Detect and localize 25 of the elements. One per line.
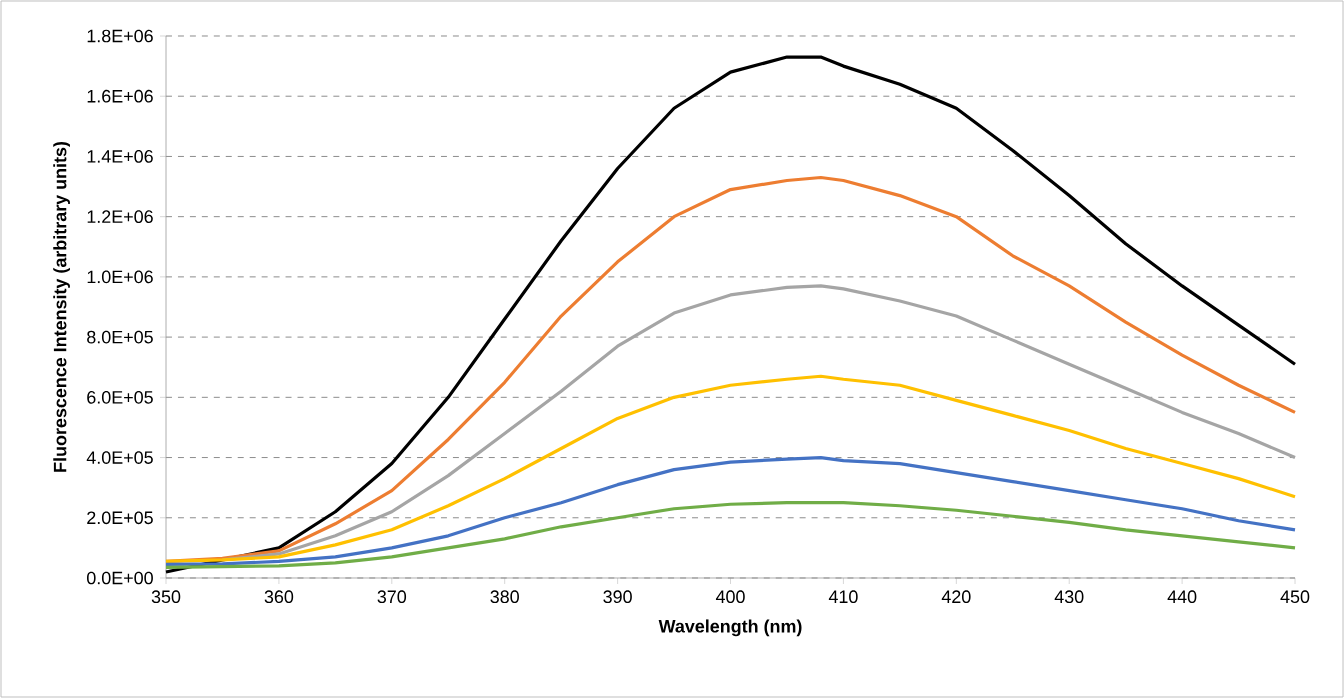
line-series xyxy=(164,374,1297,564)
y-tick-label: 6.0E+05 xyxy=(87,390,153,404)
x-tick-label: 410 xyxy=(828,590,858,604)
x-tick-label: 400 xyxy=(715,590,745,604)
y-axis-title: Fluorescence Intensity (arbitrary units) xyxy=(53,141,70,472)
x-tick-label: 350 xyxy=(151,590,181,604)
x-axis-title: Wavelength (nm) xyxy=(658,619,802,637)
y-tick-label: 4.0E+05 xyxy=(86,451,153,464)
y-tick-label: 1.6E+06 xyxy=(87,89,153,103)
y-tick-label: 1.2E+06 xyxy=(87,210,153,224)
y-tick-label: 2.0E+05 xyxy=(87,511,153,525)
x-tick-label: 430 xyxy=(1054,590,1084,604)
x-tick-label: 360 xyxy=(264,590,294,604)
line-series xyxy=(164,55,1297,574)
x-tick-label: 440 xyxy=(1167,590,1197,604)
x-tick-label: 370 xyxy=(377,590,407,604)
x-tick-label: 380 xyxy=(490,590,519,604)
y-tick-label: 1.8E+06 xyxy=(87,29,153,43)
y-tick-label: 1.4E+06 xyxy=(87,150,153,163)
x-tick-label: 420 xyxy=(941,590,971,604)
x-tick-label: 390 xyxy=(603,590,632,604)
y-tick-label: 0.0E+00 xyxy=(87,571,153,585)
x-tick-label: 450 xyxy=(1280,590,1310,604)
y-tick-label: 8.0E+05 xyxy=(87,330,153,344)
y-tick-label: 1.0E+06 xyxy=(87,270,153,284)
